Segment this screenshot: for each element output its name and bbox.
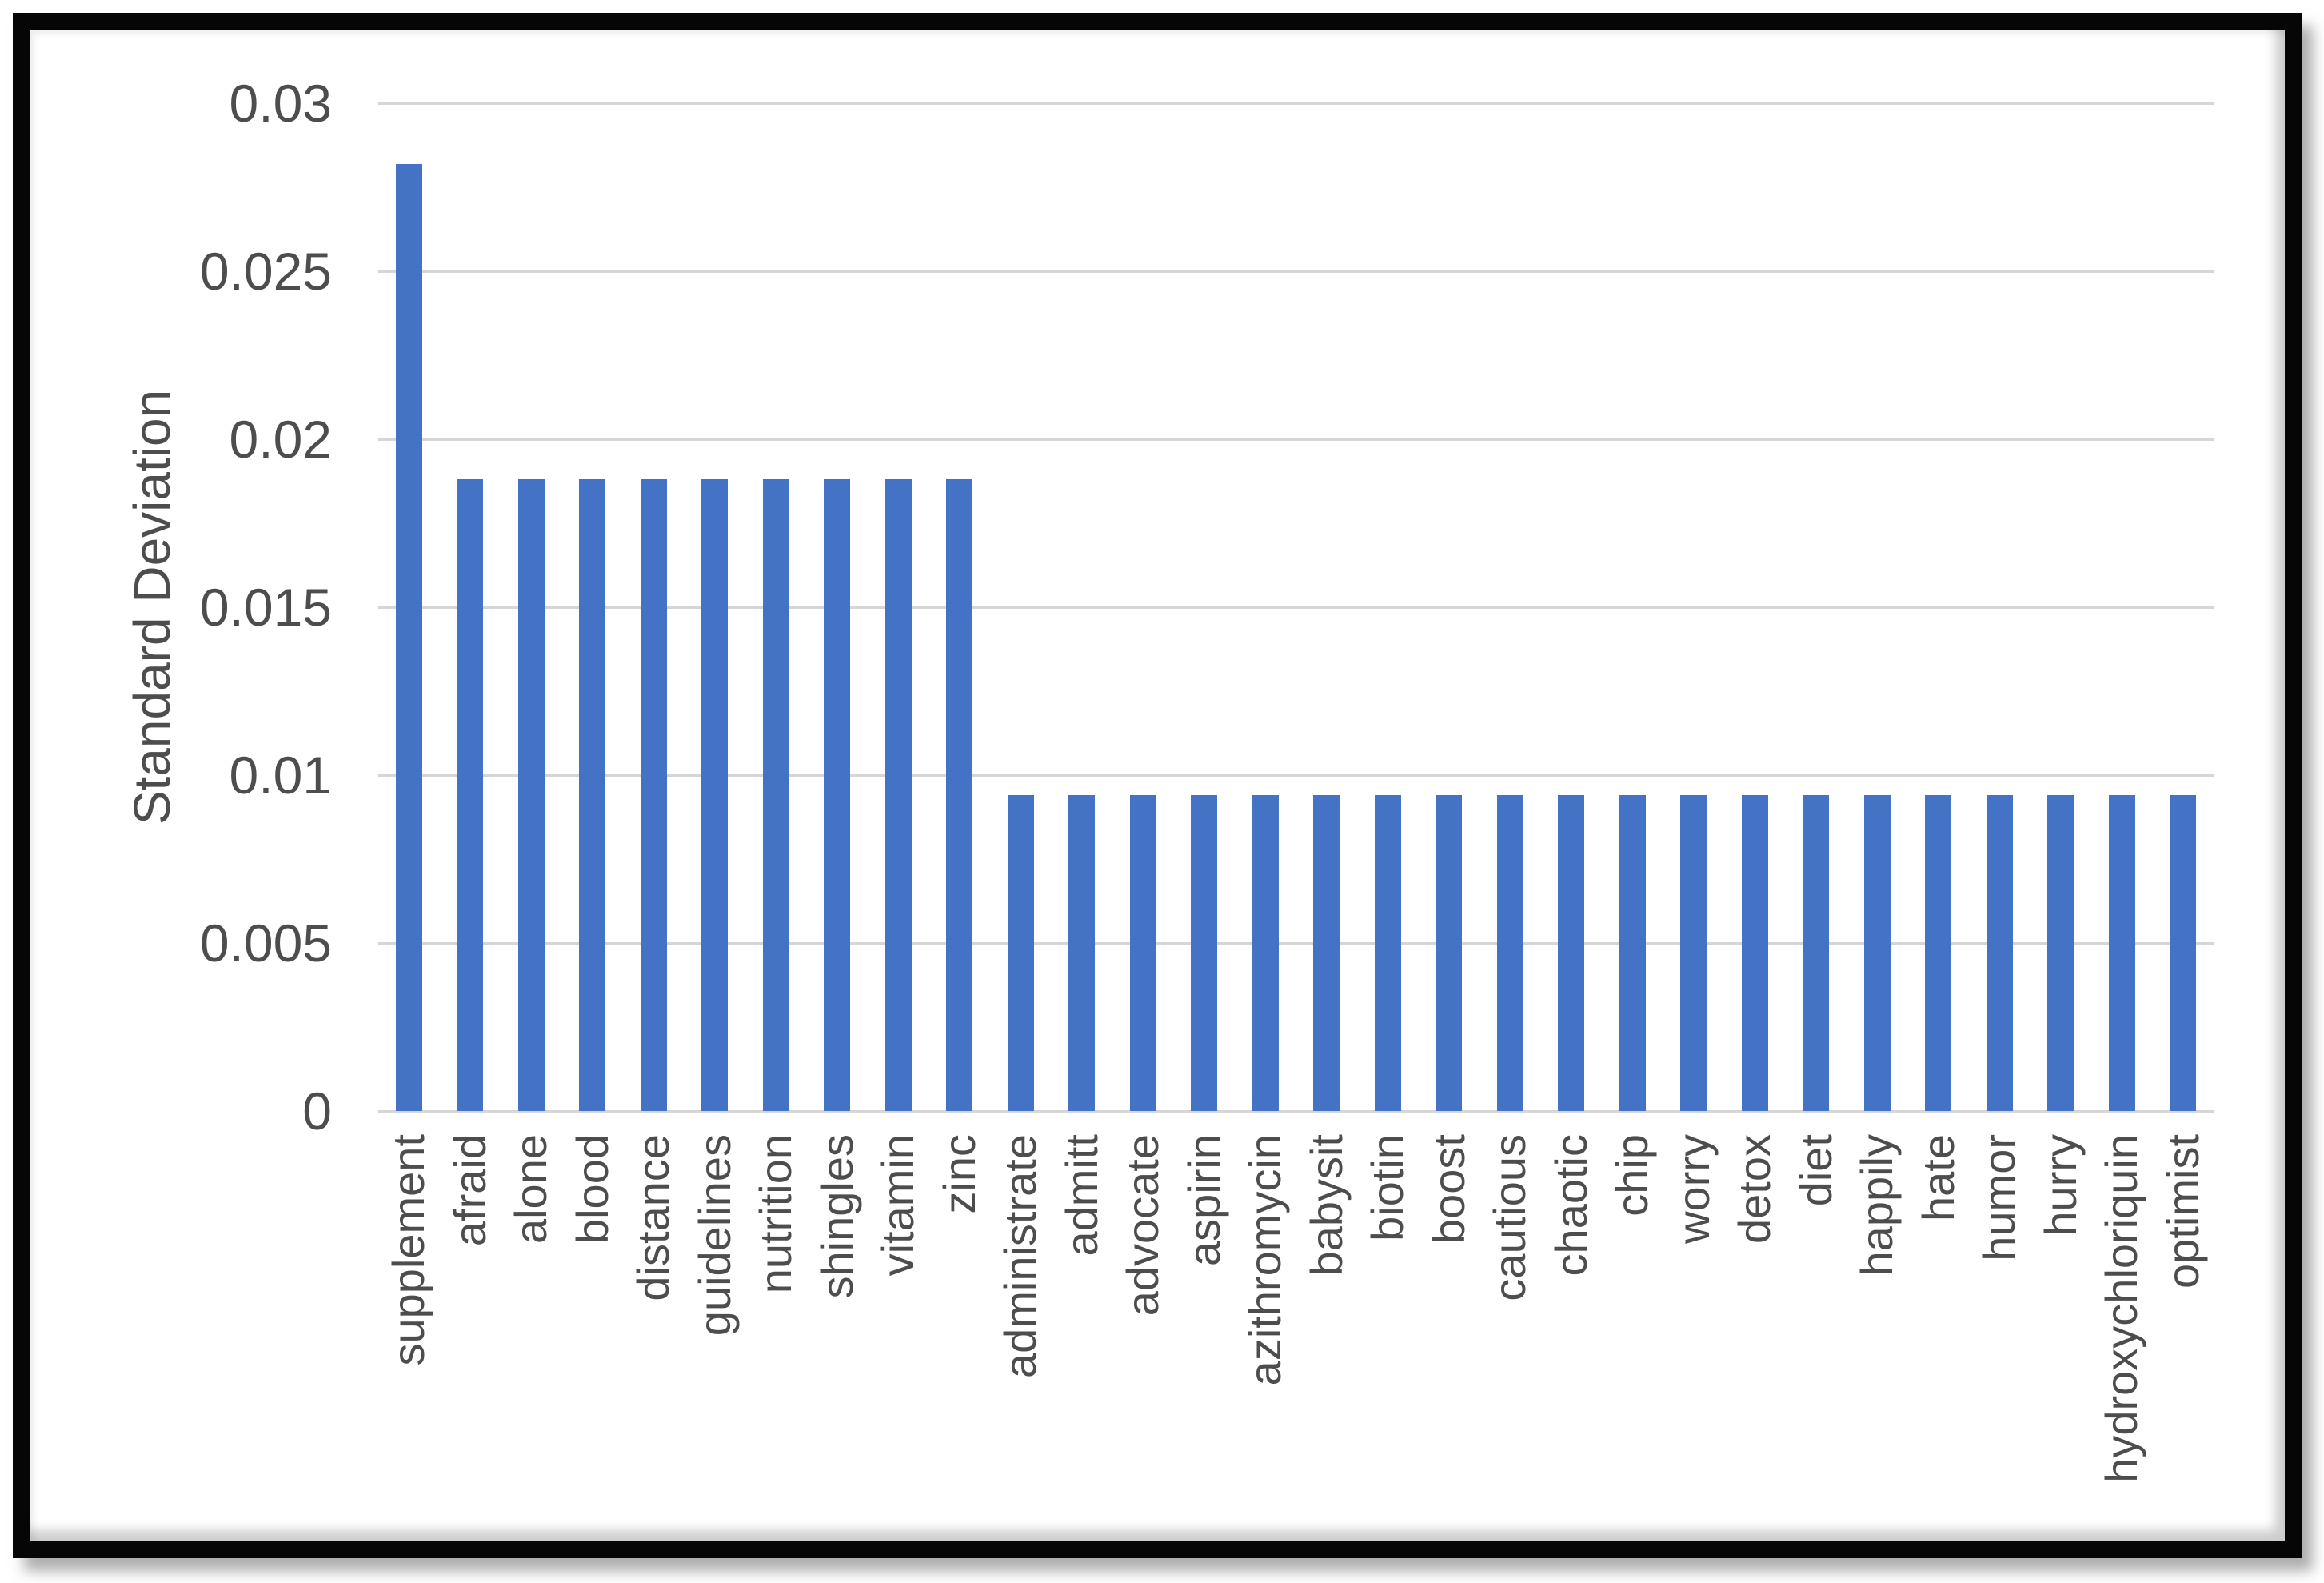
bar [2108, 795, 2135, 1111]
x-category-label: supplement [383, 1134, 434, 1366]
chart-card: Standard Deviation 0 0.005 0.01 0.015 0.02 0.… [30, 30, 2285, 1541]
x-category-label: hydroxychloriquin [2096, 1134, 2147, 1483]
x-category-label: aspirin [1178, 1134, 1229, 1266]
bar [1374, 795, 1401, 1111]
gridline [378, 1110, 2214, 1113]
figure-frame: Standard Deviation 0 0.005 0.01 0.015 0.02 0.… [13, 13, 2302, 1558]
bar [1863, 795, 1891, 1111]
y-tick-label: 0.015 [199, 578, 332, 637]
bar [1680, 795, 1707, 1111]
bar [701, 479, 729, 1111]
bar [2170, 795, 2197, 1111]
bar [1129, 795, 1156, 1111]
bar [457, 479, 484, 1111]
x-category-label: zinc [933, 1134, 984, 1214]
y-tick-label: 0.03 [229, 74, 332, 133]
x-category-label: alone [505, 1134, 557, 1245]
gridline [378, 270, 2214, 273]
bar [1068, 795, 1096, 1111]
bar [1803, 795, 1830, 1111]
bar [1252, 795, 1279, 1111]
x-category-label: boost [1423, 1134, 1474, 1244]
bar [517, 479, 545, 1111]
x-category-label: optimist [2157, 1134, 2208, 1289]
gridline [378, 606, 2214, 609]
x-category-label: blood [566, 1134, 617, 1245]
bar [579, 479, 606, 1111]
bar [1986, 795, 2013, 1111]
x-category-label: cautious [1484, 1134, 1535, 1301]
bar [2047, 795, 2074, 1111]
gridline [378, 774, 2214, 777]
x-category-label: detox [1729, 1134, 1780, 1244]
gridline [378, 102, 2214, 105]
bar [1558, 795, 1585, 1111]
bar [640, 479, 667, 1111]
y-tick-label: 0.01 [229, 746, 332, 805]
gridline [378, 438, 2214, 441]
x-category-label: worry [1667, 1134, 1719, 1244]
gridline [378, 942, 2214, 945]
x-category-label: nutrition [750, 1134, 801, 1294]
x-category-label: shingles [811, 1134, 862, 1299]
y-tick-label: 0 [302, 1081, 332, 1141]
x-category-label: hate [1912, 1134, 1963, 1221]
bar [1007, 795, 1034, 1111]
x-category-label: advocate [1117, 1134, 1168, 1317]
x-category-label: distance [628, 1134, 679, 1301]
bar [1436, 795, 1463, 1111]
bar [1313, 795, 1340, 1111]
x-category-label: hurry [2034, 1134, 2086, 1237]
x-category-label: guidelines [689, 1134, 740, 1337]
bar [395, 163, 422, 1111]
bar [1925, 795, 1952, 1111]
x-category-label: chaotic [1545, 1134, 1596, 1277]
bar [946, 479, 973, 1111]
bar [884, 479, 912, 1111]
x-category-label: diet [1790, 1134, 1841, 1207]
x-category-label: afraid [444, 1134, 495, 1247]
bar [824, 479, 851, 1111]
x-category-label: biotin [1362, 1134, 1413, 1241]
x-category-label: vitamin [872, 1134, 924, 1277]
y-tick-label: 0.025 [199, 242, 332, 301]
plot-area [378, 102, 2214, 1113]
x-category-label: admitt [1056, 1134, 1107, 1257]
x-category-label: chip [1607, 1134, 1658, 1217]
x-category-label: humor [1974, 1134, 2025, 1261]
x-category-label: babysit [1300, 1134, 1352, 1277]
bar [1191, 795, 1218, 1111]
bar [1741, 795, 1768, 1111]
y-tick-label: 0.005 [199, 913, 332, 973]
x-category-label: happily [1851, 1134, 1903, 1277]
bar [1619, 795, 1646, 1111]
y-tick-label: 0.02 [229, 410, 332, 469]
bar [762, 479, 789, 1111]
bar [1496, 795, 1523, 1111]
x-category-label: administrate [995, 1134, 1046, 1379]
x-category-label: azithromycin [1240, 1134, 1291, 1386]
